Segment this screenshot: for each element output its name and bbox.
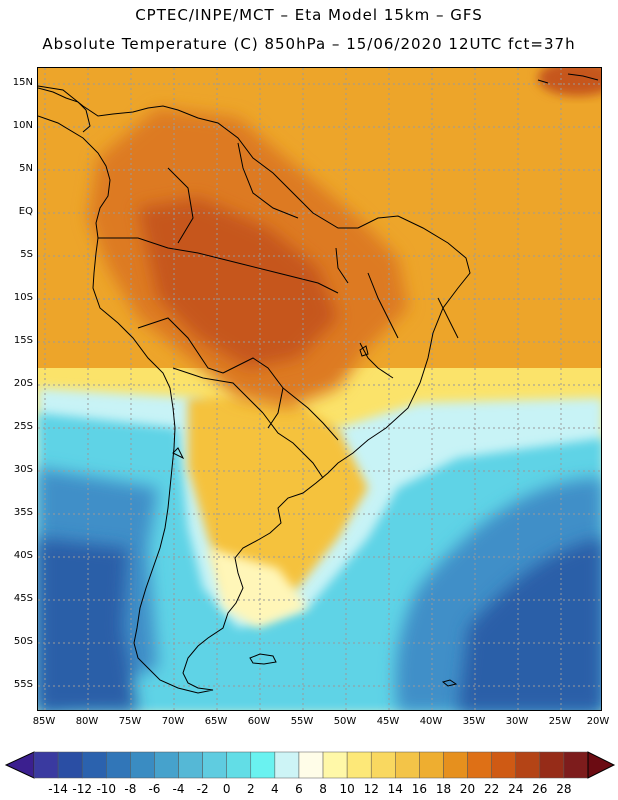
caribbean-islands [567, 73, 599, 81]
colorbar-swatch [419, 751, 444, 779]
colorbar-swatch [33, 751, 59, 779]
colorbar-swatch [130, 751, 155, 779]
colorbar-tick-label: 0 [222, 782, 231, 796]
lat-label-30s: 30S [13, 464, 33, 475]
field-pale-tongue [208, 548, 308, 628]
lat-label-45s: 45S [13, 593, 33, 604]
colorbar-tick-label: 28 [556, 782, 572, 796]
lat-label-10s: 10S [13, 292, 33, 303]
lat-label-5n: 5N [19, 163, 33, 174]
lon-label-35w: 35W [462, 716, 486, 727]
lat-label-15s: 15S [13, 335, 33, 346]
lon-label-75w: 75W [118, 716, 142, 727]
colorbar-tick-label: 4 [271, 782, 279, 796]
colorbar-swatch [491, 751, 516, 779]
colorbar-swatch [515, 751, 541, 779]
colorbar-tick-label: 18 [435, 782, 452, 796]
colorbar-swatch [154, 751, 179, 779]
colorbar-tick-label: 2 [246, 782, 255, 796]
colorbar-tick-label: 22 [484, 782, 500, 796]
chart-title-line1: CPTEC/INPE/MCT – Eta Model 15km – GFS [135, 6, 483, 24]
colorbar-tick-label: 26 [532, 782, 548, 796]
colorbar-swatch [81, 751, 107, 779]
graticule [38, 68, 601, 710]
colorbar-tick-label: -14 [48, 782, 68, 796]
colorbar-swatch [57, 751, 83, 779]
colorbar-tick-label: -6 [148, 782, 161, 796]
colorbar-tick-label: 16 [411, 782, 428, 796]
colorbar-swatch [322, 751, 348, 779]
south-america-coastline [38, 85, 471, 694]
lon-label-65w: 65W [204, 716, 228, 727]
lon-label-20w: 20W [586, 716, 610, 727]
colorbar [4, 751, 616, 779]
lat-label-eq: EQ [18, 206, 33, 217]
field-atlantic-deep [458, 538, 601, 710]
central-america-coast [38, 87, 91, 133]
colorbar-swatch [346, 751, 372, 779]
lon-label-45w: 45W [376, 716, 400, 727]
lat-label-50s: 50S [13, 636, 33, 647]
falklands-outline [249, 653, 277, 665]
colorbar-swatch [178, 751, 203, 779]
colorbar-swatch [250, 751, 276, 779]
colorbar-tick-label: 24 [508, 782, 524, 796]
lon-label-25w: 25W [548, 716, 572, 727]
colorbar-swatch [467, 751, 492, 779]
colorbar-swatch [298, 751, 324, 779]
colorbar-tick-label: 12 [363, 782, 379, 796]
lat-label-35s: 35S [13, 507, 33, 518]
lon-label-85w: 85W [32, 716, 56, 727]
country-borders [98, 142, 459, 479]
colorbar-tick-label: -10 [96, 782, 117, 796]
lat-label-55s: 55S [13, 679, 33, 690]
colorbar-low-arrow [4, 751, 35, 779]
lon-label-50w: 50W [333, 716, 357, 727]
colorbar-swatch [370, 751, 396, 779]
lat-label-25s: 25S [13, 421, 33, 432]
colorbar-tick-label: 10 [339, 782, 355, 796]
colorbar-swatch [274, 751, 300, 779]
temperature-map[interactable] [37, 67, 602, 711]
colorbar-tick-label: -4 [172, 782, 185, 796]
lon-label-55w: 55W [290, 716, 314, 727]
lat-label-40s: 40S [13, 550, 33, 561]
colorbar-swatch [539, 751, 565, 779]
lon-label-40w: 40W [419, 716, 443, 727]
colorbar-tick-label: -2 [196, 782, 209, 796]
colorbar-tick-label: -8 [124, 782, 137, 796]
colorbar-swatch [563, 751, 589, 779]
colorbar-swatch [106, 751, 131, 779]
colorbar-tick-label: 14 [387, 782, 403, 796]
colorbar-tick-label: 6 [295, 782, 303, 796]
colorbar-swatch [226, 751, 252, 779]
map-canvas [38, 68, 601, 710]
lat-label-15n: 15N [12, 77, 33, 88]
colorbar-swatch [443, 751, 468, 779]
lat-label-5s: 5S [20, 249, 33, 260]
lon-label-70w: 70W [161, 716, 185, 727]
colorbar-swatch [202, 751, 227, 779]
colorbar-tick-label: 20 [459, 782, 476, 796]
lat-label-10n: 10N [12, 120, 33, 131]
colorbar-swatch [395, 751, 420, 779]
colorbar-high-arrow [587, 751, 616, 779]
lon-label-80w: 80W [75, 716, 99, 727]
lat-label-20s: 20S [13, 378, 33, 389]
colorbar-tick-label: -12 [72, 782, 92, 796]
colorbar-tick-label: 8 [319, 782, 327, 796]
lon-label-60w: 60W [247, 716, 271, 727]
field-ne-warm-spot [538, 68, 601, 96]
lon-label-30w: 30W [505, 716, 529, 727]
field-hottest-core [138, 198, 338, 368]
chart-title-line2: Absolute Temperature (C) 850hPa – 15/06/… [42, 35, 576, 53]
